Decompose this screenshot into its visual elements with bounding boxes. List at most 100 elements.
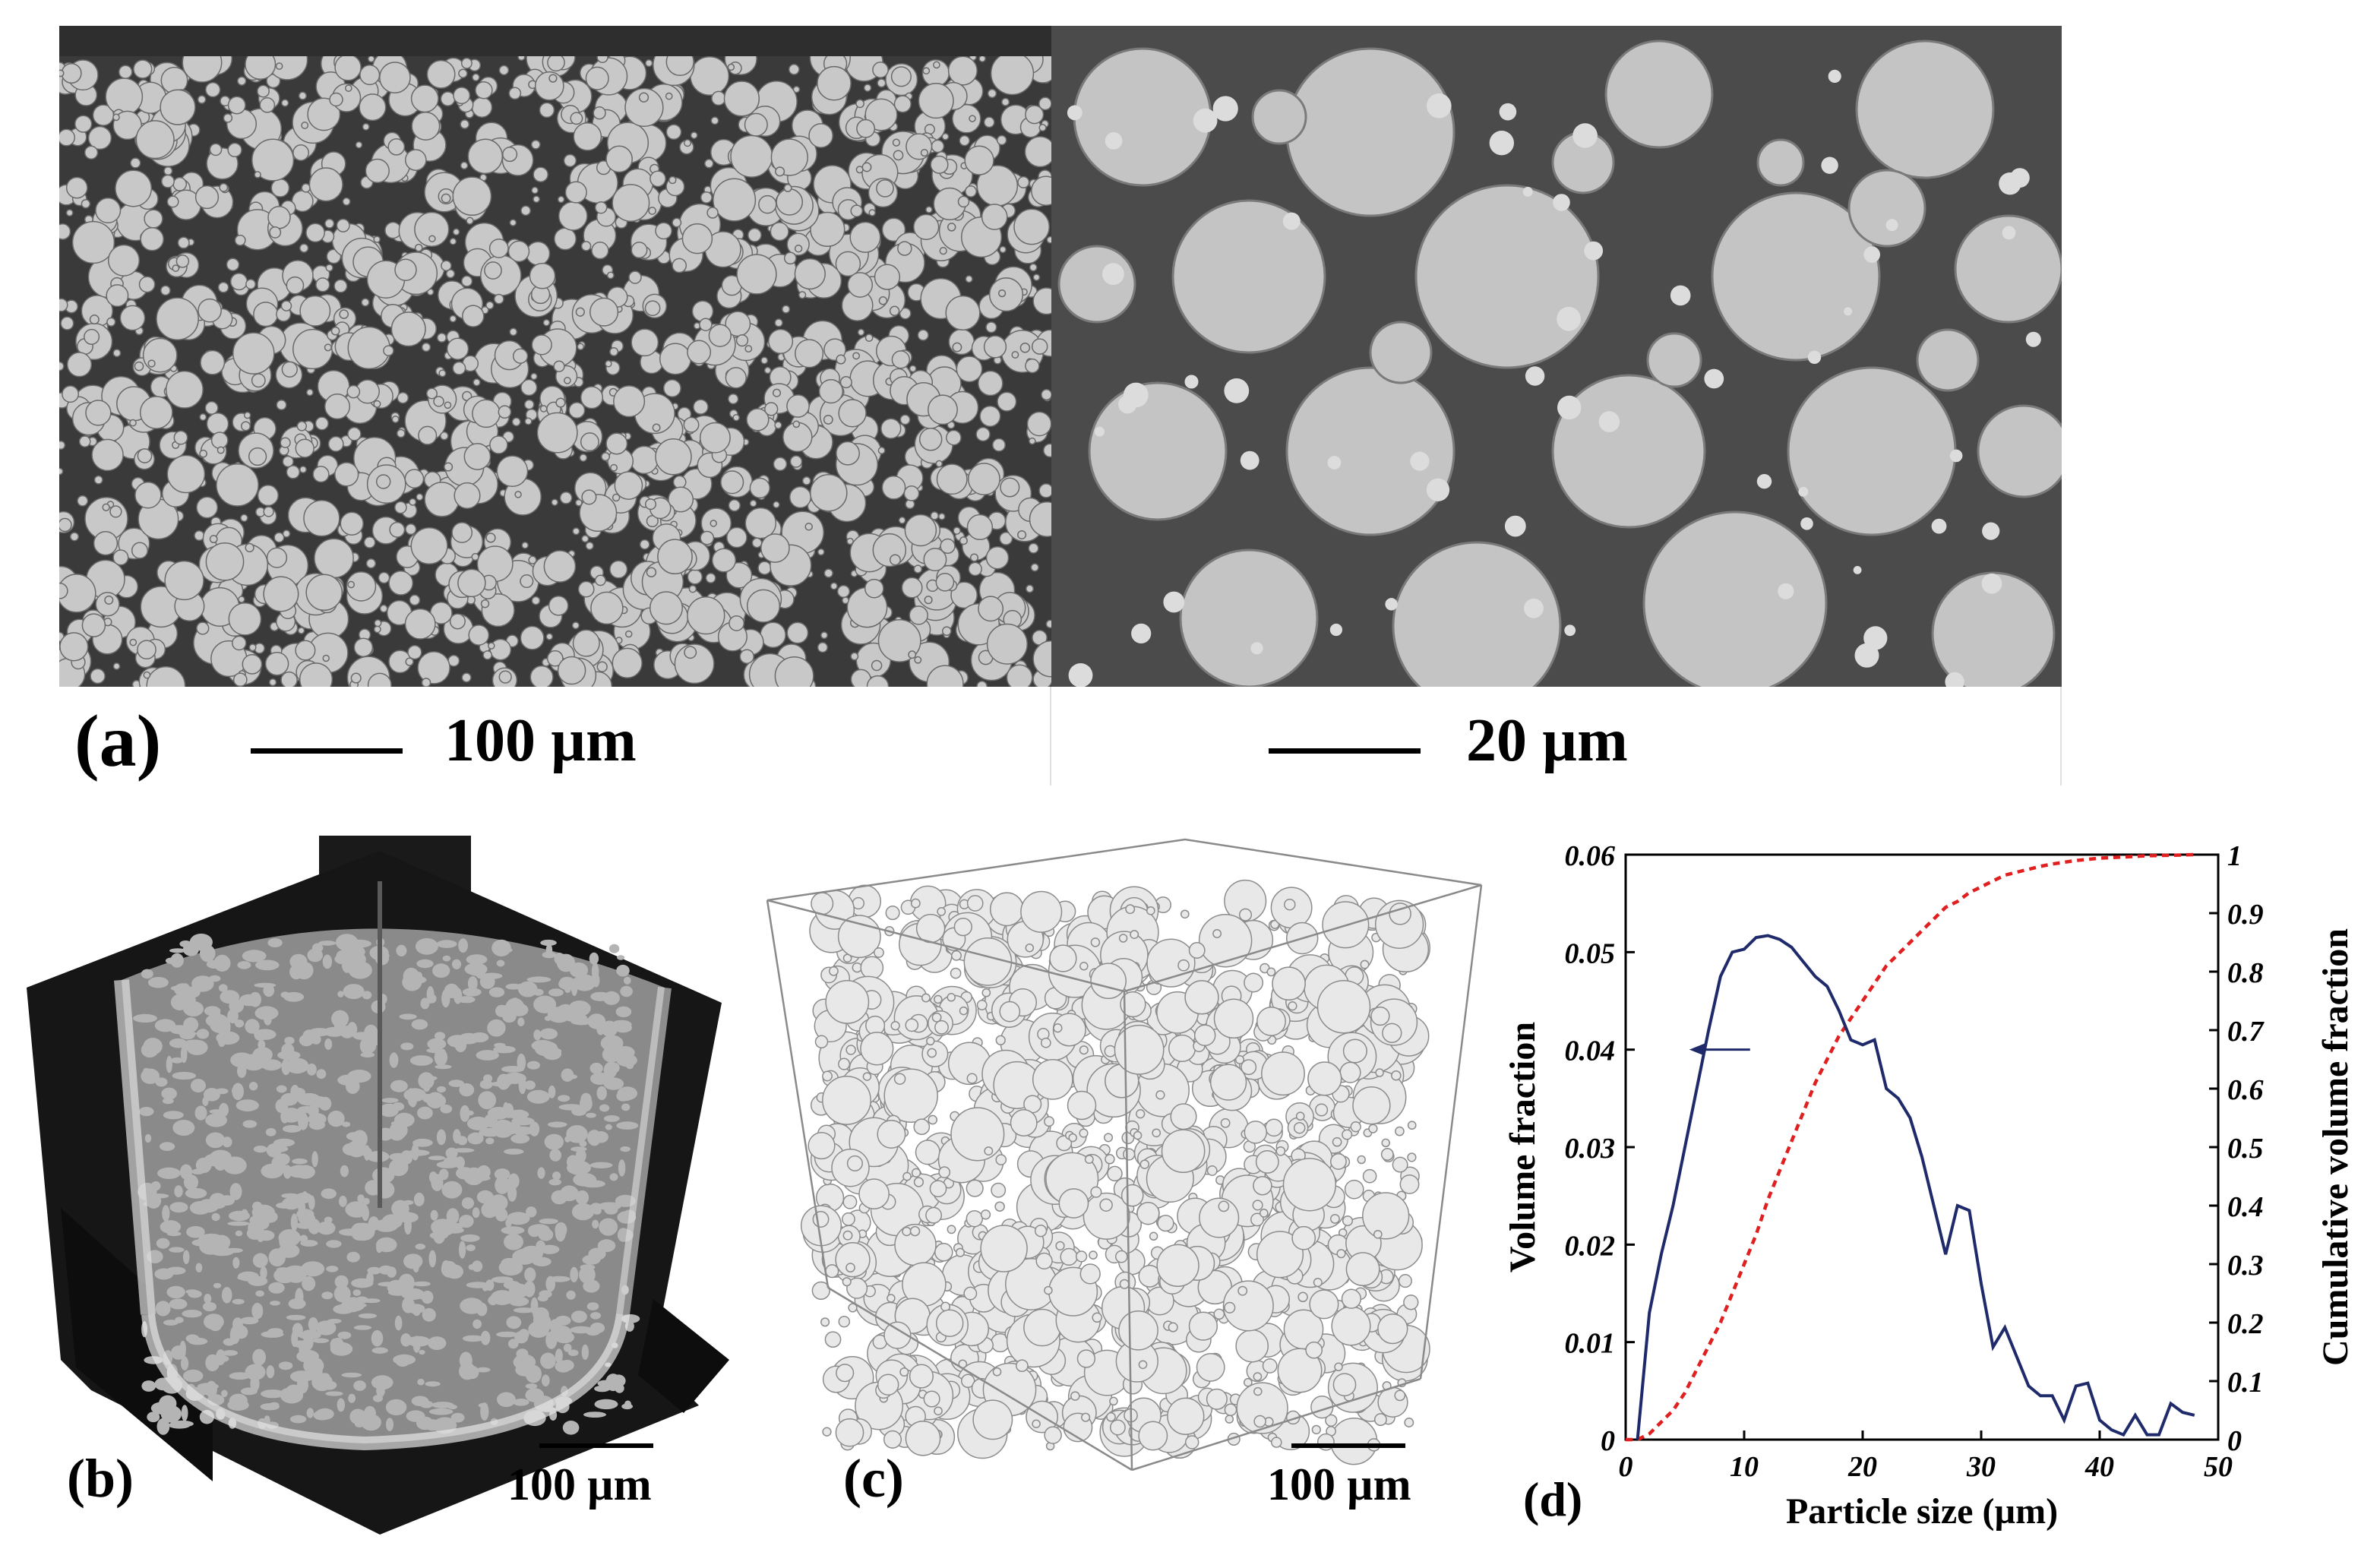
y2-tick-label: 0.1 bbox=[2227, 1367, 2264, 1399]
3d-particle bbox=[1256, 1006, 1286, 1036]
ct-particle bbox=[312, 1338, 329, 1343]
sem-particle bbox=[948, 328, 975, 356]
3d-particle bbox=[1284, 898, 1296, 911]
sem-particle bbox=[798, 291, 807, 299]
sem-particle bbox=[219, 182, 229, 192]
3d-particle bbox=[1357, 1155, 1366, 1165]
ct-particle bbox=[460, 1234, 480, 1242]
ct-particle bbox=[143, 1201, 160, 1207]
3d-particle bbox=[1089, 1250, 1098, 1260]
sem-particle bbox=[846, 537, 854, 545]
3d-particle bbox=[1261, 1051, 1305, 1096]
sem-particle bbox=[983, 335, 1007, 359]
sem-particle bbox=[1711, 191, 1881, 362]
sem-particle bbox=[836, 584, 851, 599]
sem-particle bbox=[59, 298, 68, 312]
3d-particle bbox=[883, 1430, 902, 1449]
sem-particle bbox=[511, 417, 521, 427]
ct-particle bbox=[441, 1181, 463, 1199]
3d-particle bbox=[1079, 1045, 1089, 1055]
sem-particle bbox=[975, 426, 991, 442]
ct-particle bbox=[476, 1367, 491, 1373]
ct-particle bbox=[436, 1129, 447, 1146]
sem-particle bbox=[200, 349, 226, 375]
ct-particle bbox=[507, 1212, 530, 1225]
sem-particle bbox=[530, 372, 538, 381]
sem-particle bbox=[134, 361, 144, 371]
ct-particle bbox=[510, 1133, 530, 1144]
ct-particle bbox=[326, 1266, 339, 1272]
sem-particle bbox=[475, 81, 493, 100]
ct-particle bbox=[273, 1267, 296, 1284]
sem-particle bbox=[1414, 184, 1600, 369]
y-tick-label: 0.06 bbox=[1565, 840, 1616, 872]
sem-particle bbox=[690, 131, 698, 139]
sem-particle bbox=[234, 234, 246, 246]
sem-particle bbox=[577, 580, 595, 598]
sem-particle bbox=[868, 209, 876, 217]
sem-particle bbox=[677, 406, 692, 422]
sem-particle bbox=[199, 449, 207, 458]
sem-particle bbox=[269, 226, 282, 239]
sem-particle bbox=[908, 650, 917, 659]
3d-particle bbox=[1119, 1279, 1130, 1289]
sem-particle bbox=[1163, 591, 1185, 613]
sem-particle bbox=[1329, 623, 1342, 637]
3d-particle bbox=[1373, 1229, 1383, 1239]
ct-particle bbox=[261, 1163, 284, 1179]
sem-particle bbox=[1171, 199, 1326, 354]
sem-particle bbox=[436, 332, 447, 343]
3d-particle bbox=[1331, 1306, 1371, 1346]
ct-particle bbox=[428, 1171, 438, 1184]
3d-particle bbox=[1120, 1184, 1144, 1207]
sem-particle bbox=[946, 429, 962, 446]
sem-particle bbox=[774, 656, 814, 687]
3d-particle bbox=[1234, 1054, 1245, 1064]
3d-particle bbox=[1206, 1388, 1228, 1410]
ct-particle bbox=[183, 1001, 204, 1016]
sem-particle bbox=[554, 227, 577, 251]
ct-particle bbox=[472, 1260, 483, 1272]
ct-particle bbox=[403, 1253, 423, 1269]
sem-particle bbox=[735, 334, 749, 347]
sem-particle bbox=[286, 276, 305, 295]
bottom-axis-ticks: 0 10 20 30 40 50 bbox=[1619, 1430, 2233, 1483]
3d-particle bbox=[1146, 906, 1155, 915]
3d-particle bbox=[1375, 1068, 1384, 1077]
sem-particle bbox=[872, 62, 889, 78]
sem-particle bbox=[770, 138, 808, 176]
ct-particle bbox=[387, 1279, 406, 1295]
ct-particle bbox=[406, 1304, 425, 1314]
sem-particle bbox=[906, 133, 933, 160]
3d-particle bbox=[1198, 913, 1253, 968]
sem-particle bbox=[700, 191, 713, 204]
cumulative-fraction-line bbox=[1626, 852, 2195, 1442]
3d-particle bbox=[1157, 1214, 1174, 1232]
3d-particle bbox=[822, 1075, 871, 1125]
sem-particle bbox=[545, 633, 554, 640]
sem-particle bbox=[928, 394, 958, 425]
ct-particle bbox=[531, 1039, 554, 1051]
sem-particle bbox=[644, 300, 661, 317]
sem-particle bbox=[245, 279, 256, 290]
ct-particle bbox=[222, 1350, 239, 1356]
ct-particle bbox=[371, 1347, 388, 1354]
ct-particle bbox=[155, 1301, 171, 1317]
sem-particle bbox=[835, 251, 861, 277]
sem-particle bbox=[914, 656, 922, 664]
ct-particle bbox=[589, 1162, 613, 1168]
ct-particle bbox=[599, 1218, 618, 1236]
sem-particle bbox=[572, 629, 600, 657]
sem-particle bbox=[78, 435, 91, 447]
sem-particle bbox=[104, 595, 114, 605]
plot-frame bbox=[1624, 853, 2220, 1441]
panel-d-chart: 0 0.01 0.02 0.03 0.04 0.05 0.06 0 0.1 0.2 0.3 0.4 0… bbox=[1489, 828, 2380, 1568]
3d-particle bbox=[938, 1166, 951, 1178]
ct-particle bbox=[525, 1383, 538, 1389]
sem-particle bbox=[467, 138, 504, 175]
scale-text-a-right: 20 µm bbox=[1466, 707, 1628, 774]
panel-c-label: (c) bbox=[843, 1448, 904, 1509]
sem-particle bbox=[768, 328, 794, 354]
sem-particle bbox=[539, 405, 548, 413]
sem-particle bbox=[1855, 40, 1995, 179]
